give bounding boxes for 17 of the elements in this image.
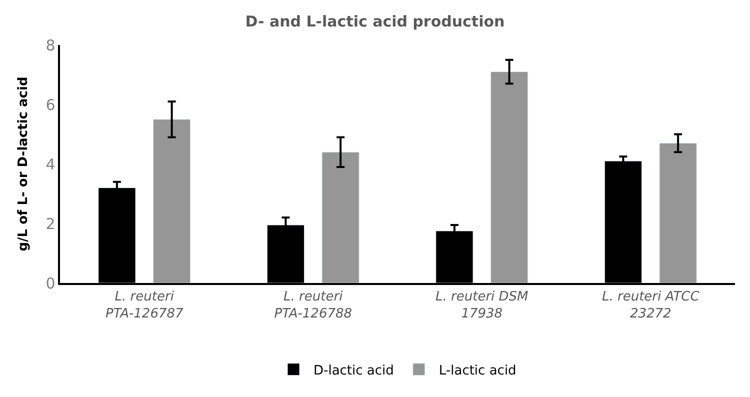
- chart-title: D- and L-lactic acid production: [245, 12, 505, 30]
- legend-label: L-lactic acid: [438, 363, 516, 378]
- bar: [322, 152, 360, 283]
- y-tick-label: 6: [46, 96, 56, 114]
- bar: [490, 72, 528, 283]
- y-tick-label: 0: [46, 274, 56, 292]
- bar: [659, 142, 697, 283]
- y-tick-label: 8: [46, 36, 56, 54]
- y-axis-title: g/L of L- or D-lactic acid: [16, 76, 32, 252]
- bar: [152, 119, 191, 283]
- x-tick-label: L. reuteri ATCC 23272: [602, 290, 700, 322]
- y-tick-label: 2: [46, 214, 56, 233]
- y-tick-label: 4: [46, 155, 56, 174]
- x-tick-label: L. reuteri PTA-126788: [274, 290, 352, 322]
- x-tick-label: L. reuteri PTA-126787: [105, 290, 184, 322]
- legend-label: D-lactic acid: [314, 363, 394, 378]
- x-tick-label: L. reuteri DSM 17938: [435, 290, 528, 322]
